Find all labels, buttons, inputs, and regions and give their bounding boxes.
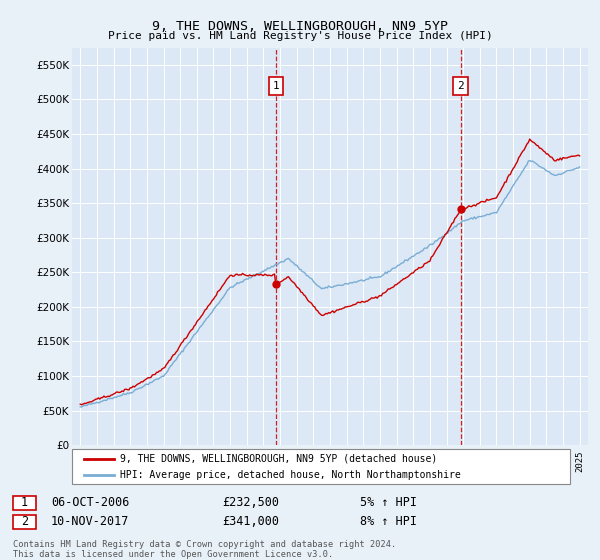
Text: This data is licensed under the Open Government Licence v3.0.: This data is licensed under the Open Gov… [13,550,334,559]
Text: 8% ↑ HPI: 8% ↑ HPI [360,515,417,529]
Text: 2: 2 [21,515,28,529]
Text: 1: 1 [272,81,279,91]
Text: 1: 1 [21,496,28,510]
Text: 9, THE DOWNS, WELLINGBOROUGH, NN9 5YP: 9, THE DOWNS, WELLINGBOROUGH, NN9 5YP [152,20,448,32]
Text: 5% ↑ HPI: 5% ↑ HPI [360,496,417,510]
Text: 10-NOV-2017: 10-NOV-2017 [51,515,130,529]
Text: £341,000: £341,000 [222,515,279,529]
Text: Price paid vs. HM Land Registry's House Price Index (HPI): Price paid vs. HM Land Registry's House … [107,31,493,41]
Text: 2: 2 [457,81,464,91]
Text: HPI: Average price, detached house, North Northamptonshire: HPI: Average price, detached house, Nort… [120,469,461,479]
Text: Contains HM Land Registry data © Crown copyright and database right 2024.: Contains HM Land Registry data © Crown c… [13,540,397,549]
Text: 06-OCT-2006: 06-OCT-2006 [51,496,130,510]
Text: £232,500: £232,500 [222,496,279,510]
Text: 9, THE DOWNS, WELLINGBOROUGH, NN9 5YP (detached house): 9, THE DOWNS, WELLINGBOROUGH, NN9 5YP (d… [120,454,437,464]
